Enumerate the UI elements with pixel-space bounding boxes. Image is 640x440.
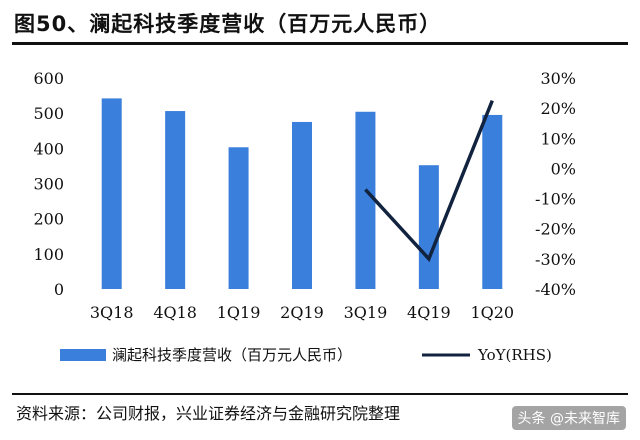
- left-tick-label: 600: [33, 69, 64, 88]
- left-axis: 0 100 200 300 400 500 600: [33, 69, 64, 299]
- x-tick-label: 2Q19: [280, 303, 324, 322]
- right-tick-label: -40%: [535, 280, 576, 299]
- right-tick-label: 0%: [551, 159, 576, 178]
- legend: 澜起科技季度营收（百万元人民币） YoY(RHS): [60, 346, 552, 364]
- x-tick-label: 1Q20: [470, 303, 514, 322]
- right-tick-label: 10%: [540, 129, 576, 148]
- x-tick-label: 4Q19: [407, 303, 451, 322]
- bar-1Q19: [228, 147, 249, 289]
- chart-title: 图50、澜起科技季度营收（百万元人民币）: [14, 12, 442, 36]
- right-tick-label: 20%: [540, 99, 576, 118]
- x-axis-labels: 3Q18 4Q18 1Q19 2Q19 3Q19 4Q19 1Q20: [90, 303, 514, 322]
- legend-label-yoy: YoY(RHS): [477, 346, 552, 364]
- x-tick-label: 4Q18: [153, 303, 197, 322]
- left-tick-label: 200: [33, 210, 64, 229]
- bar-3Q18: [101, 98, 122, 289]
- left-tick-label: 500: [33, 104, 64, 123]
- right-axis: -40% -30% -20% -10% 0% 10% 20% 30%: [535, 69, 576, 299]
- bar-4Q19: [418, 165, 439, 289]
- bar-2Q19: [292, 121, 312, 289]
- legend-label-revenue: 澜起科技季度营收（百万元人民币）: [112, 346, 352, 364]
- bar-4Q18: [165, 111, 186, 289]
- chart: 0 100 200 300 400 500 600 -40% -30% -20% -10% 0% 10…: [33, 69, 576, 364]
- right-tick-label: 30%: [540, 69, 576, 88]
- left-tick-label: 0: [54, 280, 64, 299]
- bar-series: [101, 98, 503, 289]
- right-tick-label: -10%: [535, 190, 576, 209]
- left-tick-label: 100: [33, 245, 64, 264]
- left-tick-label: 300: [33, 175, 64, 194]
- yoy-line-series: [364, 99, 494, 263]
- watermark: 头条 @未来智库: [511, 406, 626, 430]
- source-note: 资料来源：公司财报，兴业证券经济与金融研究院整理: [16, 404, 401, 423]
- left-tick-label: 400: [33, 139, 64, 158]
- x-tick-label: 1Q19: [217, 303, 261, 322]
- x-tick-label: 3Q19: [344, 303, 388, 322]
- yoy-line: [364, 99, 494, 263]
- bar-1Q20: [482, 114, 503, 289]
- source-rule: [12, 393, 628, 395]
- right-tick-label: -30%: [535, 250, 576, 269]
- x-tick-label: 3Q18: [90, 303, 134, 322]
- bar-3Q19: [355, 111, 376, 289]
- title-rule: [12, 42, 628, 45]
- legend-swatch-revenue: [60, 349, 106, 361]
- right-tick-label: -20%: [535, 220, 576, 239]
